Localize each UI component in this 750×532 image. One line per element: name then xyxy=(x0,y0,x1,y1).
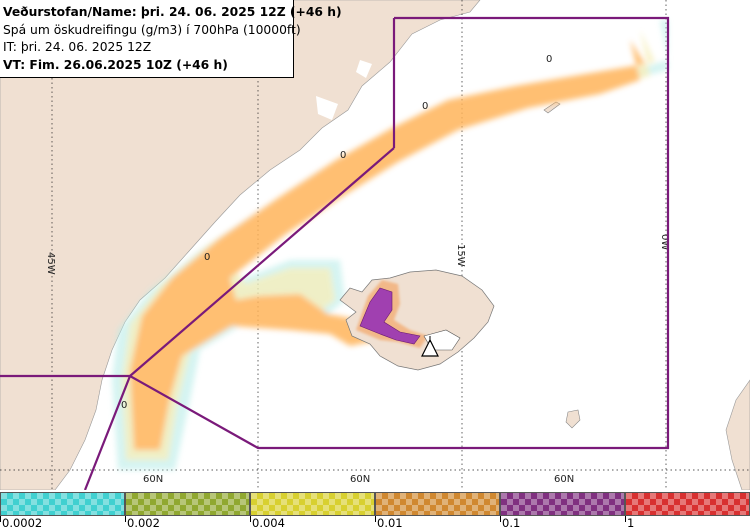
legend-swatch xyxy=(125,492,250,516)
product-line: Spá um öskudreifingu (g/m3) í 700hPa (10… xyxy=(3,22,301,37)
contour-label: 0 xyxy=(340,150,346,161)
contour-label: 0 xyxy=(121,400,127,411)
legend-tick xyxy=(500,516,501,522)
parallel-label: 60N xyxy=(554,474,574,485)
legend-tick-label: 0.01 xyxy=(377,516,403,530)
legend-tick-label: 0.0002 xyxy=(2,516,43,530)
legend-tick-label: 1 xyxy=(627,516,635,530)
forecast-info-box: Veðurstofan/Name: þri. 24. 06. 2025 12Z … xyxy=(0,0,342,78)
legend-tick xyxy=(375,516,376,522)
graticule xyxy=(0,0,750,490)
contour-label: 0 xyxy=(422,101,428,112)
legend-tick xyxy=(250,516,251,522)
ash-dispersion-map[interactable]: 45W 15W 0W 60N 60N 60N 0 0 0 0 0 Veðurst… xyxy=(0,0,750,491)
meridian-label: 15W xyxy=(455,244,466,267)
volcano-triangle-icon[interactable] xyxy=(421,336,439,357)
valid-time-line: VT: Fim. 26.06.2025 10Z (+46 h) xyxy=(3,57,228,72)
contour-label: 0 xyxy=(204,252,210,263)
contour-label: 0 xyxy=(546,54,552,65)
greenland-fjord xyxy=(356,60,372,78)
greenland-landmass xyxy=(0,0,481,491)
legend-tick xyxy=(125,516,126,522)
ash-plume-low xyxy=(112,20,668,470)
scandinavia-coast xyxy=(725,379,750,491)
legend-swatch xyxy=(375,492,500,516)
legend-tick xyxy=(625,516,626,522)
fir-boundary xyxy=(0,16,670,491)
meridian-label: 0W xyxy=(659,234,670,250)
legend-swatch xyxy=(0,492,125,516)
meridian-label: 45W xyxy=(45,252,56,275)
jan-mayen-island xyxy=(543,101,561,114)
legend-tick-label: 0.004 xyxy=(252,516,285,530)
greenland-fjord xyxy=(316,96,338,120)
legend-tick xyxy=(0,516,1,522)
issuer-line: Veðurstofan/Name: þri. 24. 06. 2025 12Z … xyxy=(3,5,342,19)
issue-time-line: IT: þri. 24. 06. 2025 12Z xyxy=(3,40,152,54)
parallel-label: 60N xyxy=(143,474,163,485)
legend-swatch xyxy=(250,492,375,516)
concentration-legend: 0.0002 0.002 0.004 0.01 0.1 1 xyxy=(0,490,750,532)
legend-swatch xyxy=(625,492,750,516)
legend-tick-label: 0.1 xyxy=(502,516,521,530)
parallel-label: 60N xyxy=(350,474,370,485)
faroe-islands xyxy=(565,409,581,429)
legend-tick-label: 0.002 xyxy=(127,516,160,530)
legend-swatch xyxy=(500,492,625,516)
